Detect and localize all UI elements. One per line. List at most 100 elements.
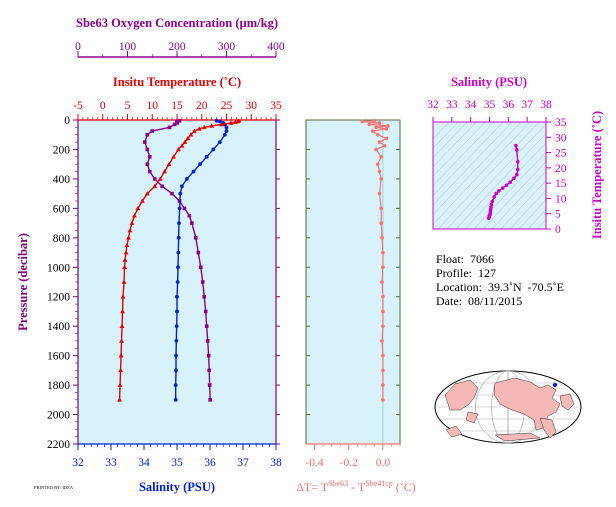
dt-point	[375, 162, 380, 166]
temperature-point	[122, 264, 127, 270]
tick-label: 25	[221, 100, 233, 112]
temperature-point	[144, 191, 150, 196]
oxygen-axis-label: Sbe63 Oxygen Concentration (µm/kg)	[76, 16, 278, 30]
oxygen-point	[150, 129, 155, 133]
oxygen-point	[170, 191, 174, 196]
density-contour	[500, 180, 546, 229]
dt-point	[386, 124, 390, 128]
temperature-point	[139, 198, 145, 203]
oxygen-point	[160, 184, 164, 189]
density-contour	[433, 122, 504, 196]
dt-tick-label: -0.4	[305, 457, 323, 469]
dt-point	[381, 353, 385, 358]
density-contour	[433, 122, 459, 149]
oxygen-point	[187, 213, 192, 218]
salinity-point	[224, 125, 229, 130]
ts-sal-tick-label: 36	[503, 99, 515, 111]
float-info: Float: 7066 Profile: 127 Location: 39.3˚…	[436, 252, 564, 308]
temperature-point	[171, 154, 176, 159]
density-contour	[433, 122, 495, 187]
tick-label: -5	[73, 100, 83, 112]
tick-label: 400	[267, 41, 285, 53]
temperature-point	[122, 257, 128, 262]
ts-temp-tick-label: 5	[555, 209, 561, 221]
float-location-marker	[552, 382, 558, 388]
dt-tick-label: -0.2	[340, 457, 358, 469]
density-contour	[518, 199, 546, 229]
float-id: Float: 7066	[436, 252, 495, 266]
tick-label: 35	[171, 457, 183, 469]
temperature-point	[157, 176, 163, 181]
ts-sal-tick-label: 38	[540, 99, 552, 111]
temperature-point	[228, 120, 234, 125]
dt-curve	[360, 118, 390, 402]
density-contour	[433, 122, 522, 216]
salinity-point	[176, 265, 180, 270]
pressure-tick-label: 0	[64, 115, 70, 127]
tick-label: 5	[125, 100, 131, 112]
dt-point	[372, 118, 377, 123]
temperature-point	[162, 169, 168, 174]
ts-point	[494, 191, 498, 196]
ts-sal-tick-label: 35	[484, 99, 496, 111]
salinity-point	[175, 309, 179, 314]
temperature-point	[209, 123, 215, 128]
salinity-point	[175, 280, 180, 284]
dt-point	[370, 129, 375, 133]
oxygen-point	[203, 309, 208, 314]
ts-temp-tick-label: 10	[555, 193, 567, 205]
temperature-point	[119, 323, 125, 328]
density-contour	[433, 122, 468, 158]
oxygen-point	[175, 121, 179, 125]
salinity-point	[218, 140, 222, 144]
dt-point	[384, 127, 389, 131]
dt-panel	[305, 119, 401, 445]
temperature-point	[117, 397, 122, 402]
tick-label: 32	[72, 457, 84, 469]
ts-point	[515, 148, 519, 152]
oxygen-point	[145, 132, 150, 137]
pressure-tick-label: 800	[53, 233, 71, 245]
temperature-point	[179, 143, 185, 148]
ts-ticks: 32 33 34 35 36 37 38 0 5 10 15 20 25 30 35	[427, 99, 567, 236]
temperature-point	[119, 338, 124, 343]
pressure-tick-label: 1400	[47, 321, 70, 333]
ts-temp-tick-label: 25	[555, 148, 567, 160]
dt-point	[367, 122, 372, 127]
density-contour	[433, 122, 513, 206]
oxygen-point	[196, 250, 201, 255]
temperature-point	[188, 132, 194, 137]
dt-point	[382, 143, 387, 148]
dt-point	[381, 250, 385, 255]
tick-label: 20	[196, 100, 208, 112]
temperature-point	[118, 353, 124, 358]
density-contour	[437, 122, 540, 229]
ts-point	[508, 180, 513, 185]
salinity-point	[177, 221, 181, 225]
density-contour	[527, 209, 546, 229]
oxygen-point	[194, 236, 198, 240]
salinity-point	[177, 206, 182, 211]
ts-frame	[432, 121, 547, 230]
ts-point	[515, 172, 519, 177]
dt-ticks: -0.4 -0.2 0.0	[305, 119, 401, 469]
temperature-point	[191, 128, 197, 133]
oxygen-point	[167, 125, 172, 130]
oxygen-point	[182, 206, 187, 211]
printed-tag: PRINTED BY: IDEA	[34, 485, 74, 490]
dt-point	[377, 169, 382, 174]
salinity-point	[174, 368, 178, 373]
pressure-tick-label: 2200	[47, 439, 70, 451]
density-contour	[433, 122, 450, 140]
tick-label: 34	[138, 457, 150, 469]
tick-label: 38	[270, 457, 282, 469]
salinity-point	[211, 147, 216, 152]
salinity-point	[180, 184, 184, 189]
dt-point	[375, 132, 380, 137]
ts-salinity-axis-label: Salinity (PSU)	[451, 75, 527, 89]
ts-point	[486, 216, 491, 221]
oxygen-point	[147, 169, 152, 174]
oxygen-point	[190, 221, 194, 225]
tick-label: 300	[218, 41, 236, 53]
oxygen-point	[204, 324, 209, 328]
